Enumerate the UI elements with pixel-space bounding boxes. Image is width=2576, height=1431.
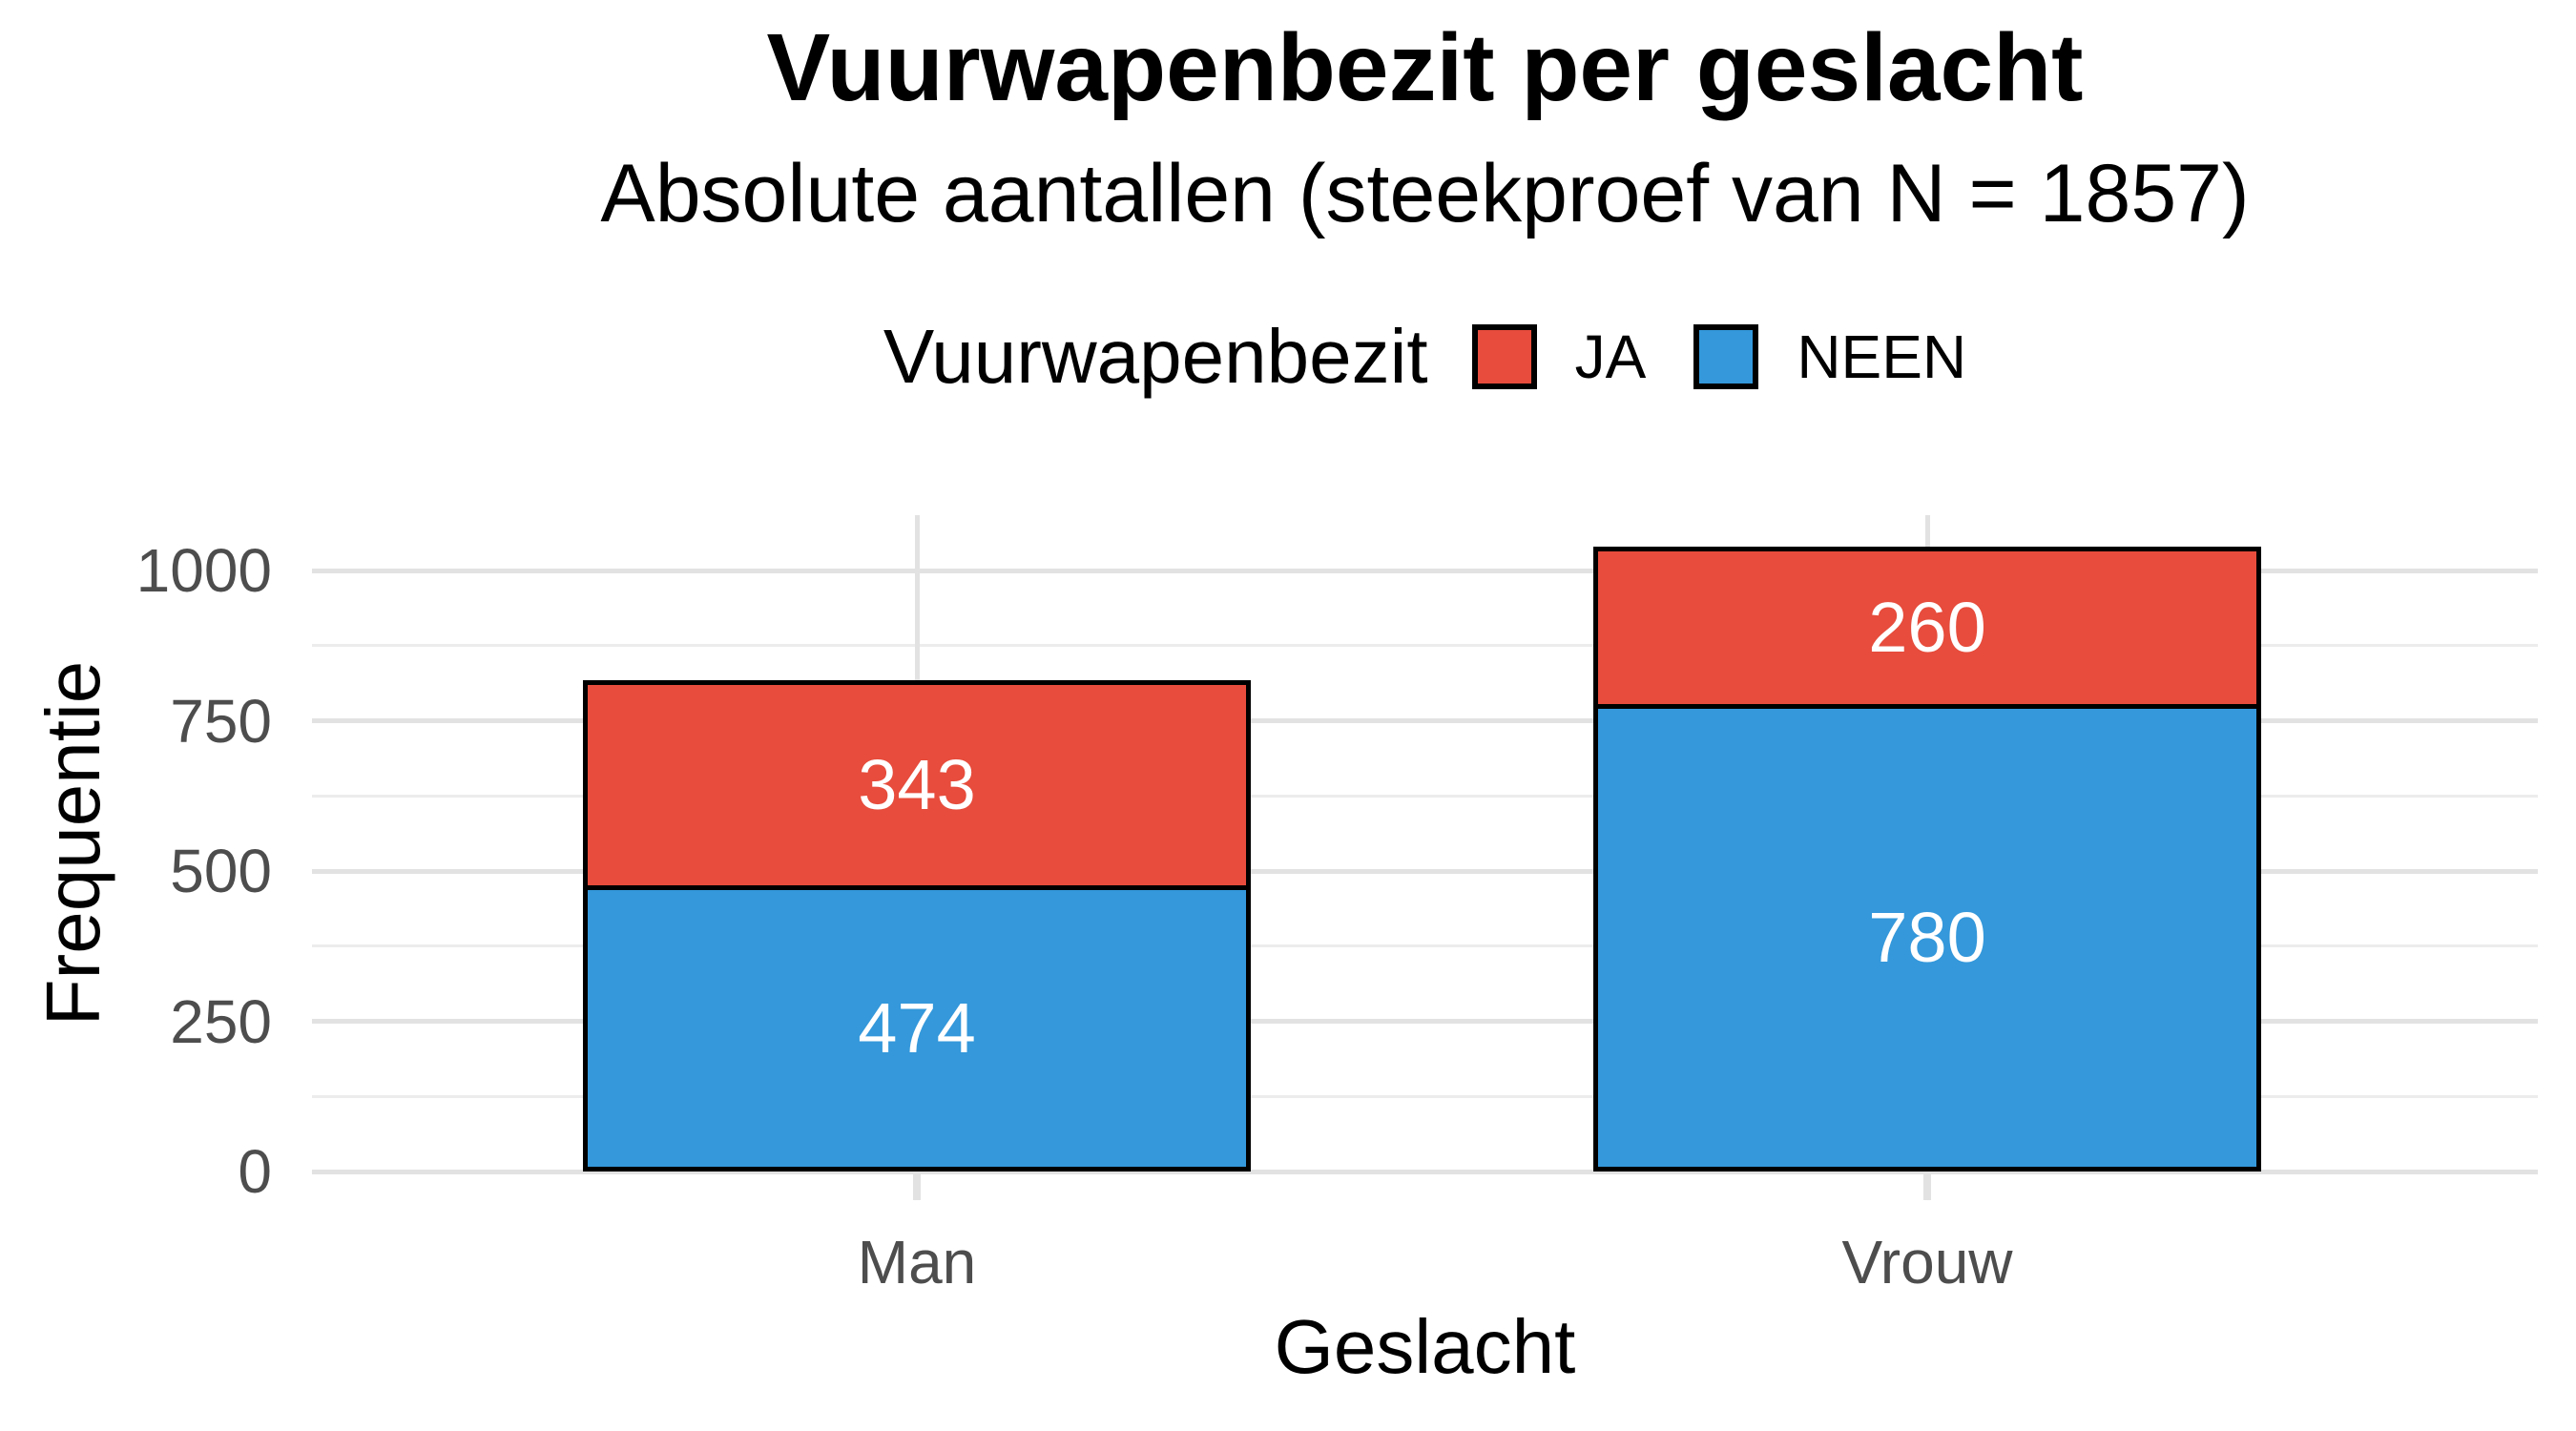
bar-value-label-vrouw-neen: 780: [1868, 897, 1986, 977]
bar-value-label-man-ja: 343: [858, 745, 976, 825]
bar-value-label-man-neen: 474: [858, 988, 976, 1068]
legend-title: Vuurwapenbezit: [883, 314, 1428, 399]
legend-item-label-neen: NEEN: [1797, 322, 1967, 391]
bar-value-label-vrouw-ja: 260: [1868, 587, 1986, 667]
gridline-minor-y125: [312, 1094, 2538, 1098]
gridline-major-y500: [312, 868, 2538, 874]
legend: Vuurwapenbezit JA NEEN: [312, 314, 2538, 399]
x-tick-label-vrouw: Vrouw: [1841, 1228, 2013, 1296]
bar-segment-man-ja: 343: [588, 685, 1246, 886]
x-axis-tick-man: [913, 1172, 921, 1200]
bar-segment-vrouw-ja: 260: [1598, 550, 2256, 704]
gridline-major-y750: [312, 718, 2538, 723]
gridline-major-y1000: [312, 568, 2538, 573]
legend-item-label-ja: JA: [1574, 322, 1647, 391]
gridline-major-y0: [312, 1169, 2538, 1174]
bar-segment-vrouw-neen: 780: [1598, 703, 2256, 1167]
legend-key-swatch-ja: [1471, 324, 1537, 389]
legend-item-ja: JA: [1471, 321, 1647, 392]
plot-panel: 343 474 260 780: [312, 515, 2538, 1200]
bar-segment-man-neen: 474: [588, 885, 1246, 1167]
gridline-major-y250: [312, 1019, 2538, 1024]
legend-item-neen: NEEN: [1693, 321, 1966, 392]
gridline-minor-y875: [312, 644, 2538, 648]
bar-vrouw: 260 780: [1593, 546, 2261, 1172]
gridline-minor-y375: [312, 944, 2538, 948]
y-tick-label-750: 750: [170, 686, 272, 756]
x-axis-tick-vrouw: [1923, 1172, 1931, 1200]
y-tick-label-1000: 1000: [135, 536, 272, 605]
y-tick-label-500: 500: [170, 837, 272, 905]
bar-man: 343 474: [583, 680, 1251, 1172]
x-axis-title: Geslacht: [1274, 1304, 1576, 1389]
gridline-minor-y625: [312, 794, 2538, 798]
chart-title: Vuurwapenbezit per geslacht: [766, 14, 2084, 121]
y-tick-label-0: 0: [238, 1137, 272, 1206]
chart-subtitle: Absolute aantallen (steekproef van N = 1…: [600, 148, 2250, 239]
x-tick-label-man: Man: [857, 1228, 977, 1296]
legend-items: JA NEEN: [1471, 321, 1966, 392]
legend-key-swatch-neen: [1693, 324, 1759, 389]
y-tick-label-250: 250: [170, 986, 272, 1056]
